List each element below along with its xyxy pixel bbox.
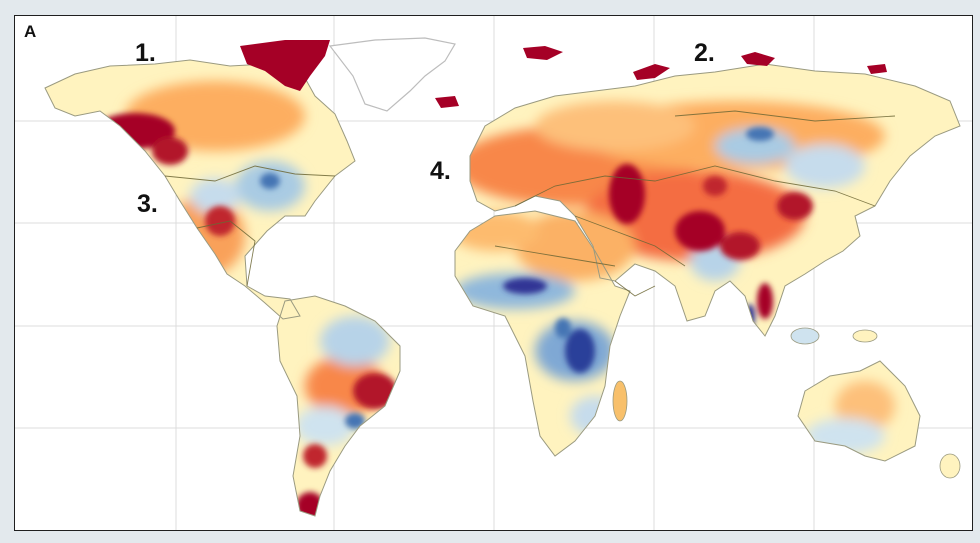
region-marker-4: 4. [430,157,451,185]
small-islands [612,327,961,479]
map-panel: A 1. 2. 3. 4. [14,15,973,531]
world-map [15,16,972,530]
region-marker-2: 2. [694,39,715,67]
region-marker-3: 3. [137,190,158,218]
arctic-hotspots [240,40,887,108]
region-borders [164,110,896,297]
greenland-outline [328,37,456,112]
panel-label: A [24,22,37,41]
region-marker-1: 1. [135,39,156,67]
anomaly-field [95,81,895,516]
